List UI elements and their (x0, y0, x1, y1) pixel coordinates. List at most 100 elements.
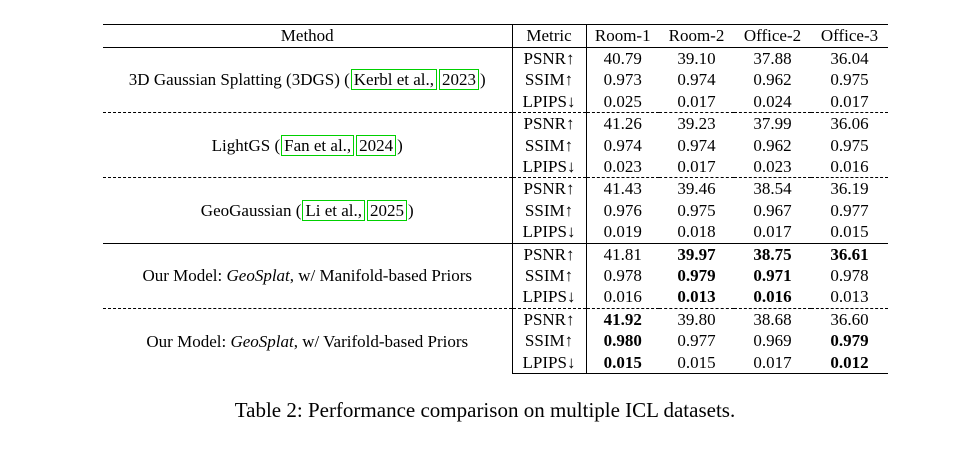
value-room-1: 0.015 (586, 351, 659, 375)
value-room-1: 0.978 (603, 266, 642, 286)
method-prefix: Our Model: (142, 266, 227, 286)
results-table: Method Metric Room-1 Room-2 Office-2 Off… (103, 24, 888, 375)
value-room-1: 40.79 (603, 49, 642, 68)
value-office-3: 0.012 (811, 351, 888, 375)
value-office-3: 36.61 (811, 242, 888, 266)
citation-author[interactable]: Kerbl et al., (350, 69, 438, 91)
value-office-2: 0.016 (753, 287, 792, 307)
header-room-1: Room-1 (586, 24, 659, 48)
method-suffix: , w/ Varifold-based Priors (293, 331, 469, 351)
value-room-1: 0.025 (603, 91, 642, 111)
value-office-2: 0.969 (753, 331, 792, 351)
value-room-2: 0.977 (677, 331, 716, 351)
citation-year[interactable]: 2023 (439, 69, 480, 91)
table-row: LPIPS↓ 0.019 0.018 0.017 0.015 (103, 221, 888, 244)
method-suffix: , w/ Manifold-based Priors (289, 266, 473, 286)
table-row: LPIPS↓ 0.015 0.015 0.017 0.012 (103, 351, 888, 375)
value-room-1: 41.26 (586, 112, 659, 135)
method-cell-geogaussian: GeoGaussian (Li et al., 2025) (103, 177, 513, 244)
value-room-1: 0.976 (603, 200, 642, 220)
value-office-3: 0.017 (830, 91, 869, 111)
citation-year[interactable]: 2024 (356, 134, 397, 156)
value-office-2: 38.54 (734, 177, 811, 200)
table-row: SSIM↑ 0.974 0.974 0.962 0.975 (103, 134, 888, 157)
table-row: SSIM↑ 0.973 0.974 0.962 0.975 (103, 69, 888, 91)
table-row: Our Model: GeoSplat, w/ Varifold-based P… (103, 307, 888, 374)
method-prefix: LightGS ( (211, 135, 281, 155)
metric-label: PSNR↑ (512, 307, 587, 331)
value-office-2: 0.967 (753, 200, 792, 220)
value-office-2: 0.017 (734, 351, 811, 375)
value-room-2: 39.46 (659, 177, 734, 200)
method-prefix: 3D Gaussian Splatting (3DGS) ( (128, 70, 350, 90)
metric-label: SSIM↑ (512, 134, 587, 157)
value-room-2: 0.017 (677, 91, 716, 111)
value-office-3: 36.19 (811, 177, 888, 200)
table-row: LPIPS↓ 0.025 0.017 0.024 0.017 (103, 90, 888, 113)
metric-label: LPIPS↓ (512, 286, 587, 309)
value-office-2: 37.88 (753, 49, 792, 68)
header-room-2: Room-2 (659, 24, 734, 48)
value-room-1: 0.019 (603, 222, 642, 242)
value-office-3: 0.015 (830, 222, 869, 242)
value-room-1: 0.016 (603, 287, 642, 307)
value-office-2: 0.962 (753, 70, 792, 90)
value-office-3: 0.978 (830, 266, 869, 286)
metric-label: PSNR↑ (512, 242, 587, 266)
table-row: GeoGaussian (Li et al., 2025) PSNR↑ 41.43 39… (103, 177, 888, 244)
method-prefix: GeoGaussian ( (200, 200, 302, 220)
value-room-1: 0.980 (603, 331, 642, 351)
table-row: LPIPS↓ 0.023 0.017 0.023 0.016 (103, 156, 888, 178)
table-row: LPIPS↓ 0.016 0.013 0.016 0.013 (103, 286, 888, 309)
metric-label: SSIM↑ (512, 265, 587, 287)
value-office-3: 0.977 (830, 200, 869, 220)
value-room-2: 0.018 (677, 222, 716, 242)
method-name: GeoSplat (226, 266, 290, 286)
value-room-2: 0.974 (677, 135, 716, 155)
value-office-2: 0.971 (753, 266, 792, 286)
value-office-3: 36.60 (811, 307, 888, 331)
value-office-3: 0.013 (830, 287, 869, 307)
method-cell-3dgs: 3D Gaussian Splatting (3DGS) (Kerbl et a… (103, 47, 513, 113)
metric-label: PSNR↑ (512, 177, 587, 200)
method-suffix: ) (480, 70, 486, 90)
value-room-2: 0.017 (677, 157, 716, 177)
value-room-2: 0.974 (677, 70, 716, 90)
method-suffix: ) (397, 135, 403, 155)
value-room-1: 41.92 (586, 307, 659, 331)
value-office-2: 38.75 (734, 242, 811, 266)
value-office-3: 0.975 (830, 135, 869, 155)
header-method: Method (103, 24, 513, 48)
metric-label: SSIM↑ (512, 330, 587, 352)
metric-label: LPIPS↓ (512, 90, 587, 113)
method-cell-geosplat-manifold: Our Model: GeoSplat, w/ Manifold-based P… (103, 242, 513, 309)
value-room-1: 0.973 (603, 70, 642, 90)
header-office-2: Office-2 (734, 24, 811, 48)
method-prefix: Our Model: (146, 331, 231, 351)
table-caption: Table 2: Performance comparison on multi… (234, 398, 736, 422)
citation-author[interactable]: Fan et al., (281, 134, 355, 156)
value-room-2: 39.80 (659, 307, 734, 331)
table-row: Our Model: GeoSplat, w/ Manifold-based P… (103, 242, 888, 309)
metric-label: LPIPS↓ (512, 351, 587, 375)
value-room-2: 39.23 (659, 112, 734, 135)
citation-year[interactable]: 2025 (367, 199, 408, 221)
value-office-3: 0.975 (830, 70, 869, 90)
value-office-2: 38.68 (734, 307, 811, 331)
value-office-3: 36.06 (811, 112, 888, 135)
header-row: Method Metric Room-1 Room-2 Office-2 Off… (103, 24, 888, 48)
value-room-2: 0.013 (677, 287, 716, 307)
table-row: LightGS (Fan et al., 2024) PSNR↑ 41.26 39.23… (103, 112, 888, 178)
value-office-2: 0.962 (753, 135, 792, 155)
method-suffix: ) (408, 200, 414, 220)
value-room-1: 0.023 (603, 157, 642, 177)
value-room-1: 41.81 (586, 242, 659, 266)
citation-author[interactable]: Li et al., (302, 199, 366, 221)
value-office-2: 0.024 (753, 91, 792, 111)
table-row: SSIM↑ 0.976 0.975 0.967 0.977 (103, 199, 888, 222)
value-office-3: 36.04 (830, 49, 869, 68)
value-room-1: 0.974 (603, 135, 642, 155)
metric-label: LPIPS↓ (512, 156, 587, 178)
metric-label: SSIM↑ (512, 199, 587, 222)
metric-label: PSNR↑ (512, 47, 587, 70)
